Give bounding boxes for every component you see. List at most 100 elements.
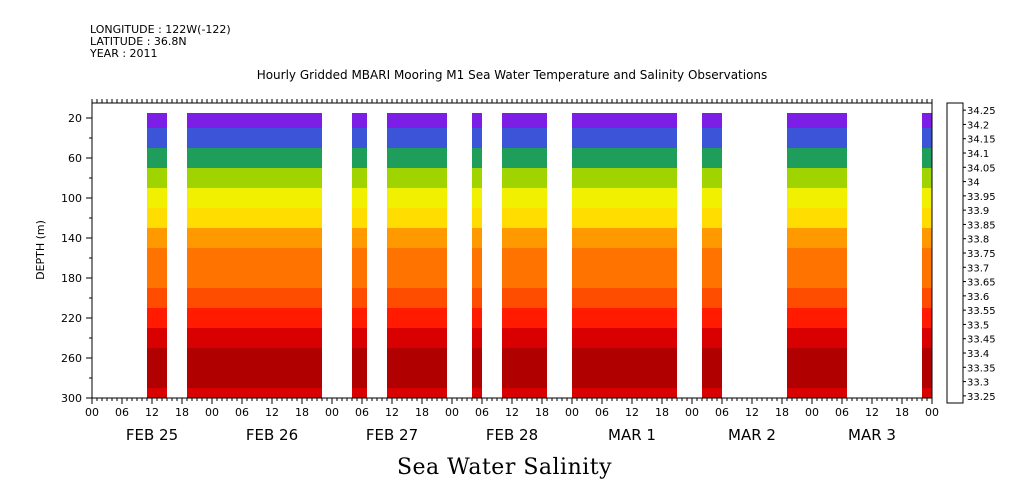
salinity-band [352,228,367,248]
salinity-band [472,168,482,188]
salinity-band [387,208,447,228]
colorbar-label: 33.25 [967,392,996,403]
day-label: MAR 3 [848,426,896,444]
salinity-band [187,308,322,328]
salinity-band [702,328,722,348]
salinity-band [702,368,722,388]
salinity-band [922,288,932,308]
salinity-band [922,308,932,328]
top-minor-ticks [91,99,933,103]
salinity-band [502,113,547,128]
salinity-band [787,228,847,248]
salinity-band [787,208,847,228]
salinity-band [572,308,677,328]
colorbar-label: 33.6 [967,292,989,303]
colorbar-label: 34.15 [967,135,996,146]
y-tick-label: 100 [61,192,82,205]
salinity-band [787,348,847,368]
salinity-band [472,268,482,288]
salinity-band [472,128,482,148]
salinity-band [702,248,722,268]
salinity-band [572,388,677,398]
salinity-band [472,148,482,168]
salinity-band [187,268,322,288]
y-tick-label: 140 [61,232,82,245]
salinity-band [702,388,722,398]
salinity-band [147,348,167,368]
y-axis: 20 60 100 140 180 220 260 300 DEPTH (m) [34,112,92,405]
x-tick-label: 12 [625,406,639,419]
salinity-band [702,308,722,328]
salinity-band [352,328,367,348]
salinity-band [502,168,547,188]
salinity-band [472,308,482,328]
day-label: FEB 26 [246,426,298,444]
salinity-band [572,368,677,388]
salinity-band [472,228,482,248]
salinity-band [352,188,367,208]
salinity-band [572,288,677,308]
colorbar-label: 34.1 [967,149,989,160]
x-tick-label: 00 [85,406,99,419]
y-tick-label: 260 [61,352,82,365]
salinity-band [572,248,677,268]
y-tick-label: 300 [61,392,82,405]
salinity-band [502,268,547,288]
salinity-band [147,368,167,388]
x-axis: 00 06 12 18 00 06 12 18 00 06 12 18 00 06 12 18 00 06 12 18… [85,398,939,444]
x-tick-label: 18 [775,406,789,419]
salinity-band [922,268,932,288]
x-tick-label: 18 [175,406,189,419]
salinity-band [502,388,547,398]
x-tick-label: 00 [805,406,819,419]
salinity-band [187,148,322,168]
salinity-band [502,348,547,368]
salinity-band [387,328,447,348]
y-tick-label: 20 [68,112,82,125]
salinity-band [187,113,322,128]
salinity-band [922,148,932,168]
day-label: MAR 1 [608,426,656,444]
x-tick-label: 00 [925,406,939,419]
x-tick-label: 06 [115,406,129,419]
salinity-band [787,168,847,188]
salinity-band [352,168,367,188]
salinity-band [787,368,847,388]
salinity-band [187,248,322,268]
salinity-band [387,288,447,308]
salinity-band [352,388,367,398]
colorbar: 34.25 34.2 34.15 34.1 34.05 34 33.95 33.9 33.85 3… [946,102,996,404]
salinity-band [387,388,447,398]
data-segment [472,113,482,398]
latitude-label: LATITUDE : 36.8N [90,35,187,48]
salinity-band [387,228,447,248]
salinity-band [572,228,677,248]
salinity-band [922,128,932,148]
salinity-band [572,268,677,288]
colorbar-label: 33.8 [967,235,989,246]
colorbar-label: 34 [967,178,980,189]
salinity-band [472,288,482,308]
salinity-band [187,388,322,398]
salinity-band [187,328,322,348]
salinity-band [352,208,367,228]
salinity-band [502,288,547,308]
x-tick-label: 12 [265,406,279,419]
salinity-band [922,168,932,188]
chart-title: Hourly Gridded MBARI Mooring M1 Sea Wate… [256,68,768,82]
year-label: YEAR : 2011 [90,47,158,60]
salinity-band [147,113,167,128]
salinity-band [387,148,447,168]
y-axis-label: DEPTH (m) [34,220,47,280]
salinity-band [472,368,482,388]
salinity-band [572,128,677,148]
x-tick-label: 06 [235,406,249,419]
salinity-band [187,368,322,388]
day-label: FEB 25 [126,426,178,444]
salinity-band [387,308,447,328]
salinity-band [702,113,722,128]
salinity-band [922,208,932,228]
salinity-band [787,288,847,308]
salinity-band [352,248,367,268]
salinity-band [922,228,932,248]
